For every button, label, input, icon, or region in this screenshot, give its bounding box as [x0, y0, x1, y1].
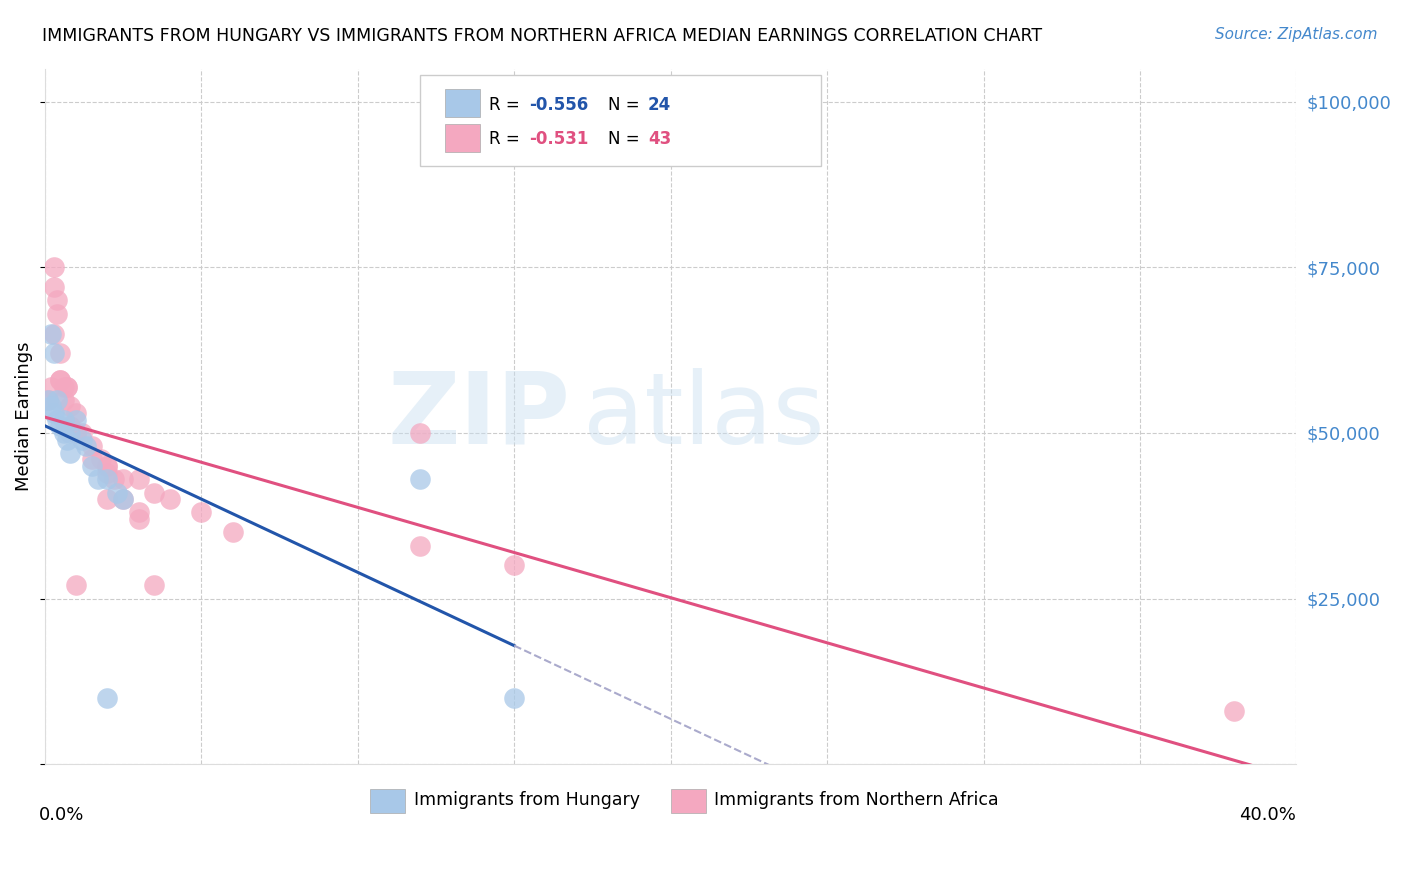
Text: N =: N =	[607, 130, 645, 148]
Point	[46, 413, 69, 427]
Point	[80, 459, 103, 474]
Point	[52, 379, 75, 393]
Point	[49, 373, 72, 387]
FancyBboxPatch shape	[671, 789, 706, 813]
Text: 24: 24	[648, 95, 671, 113]
Point	[96, 492, 118, 507]
Point	[96, 459, 118, 474]
Text: -0.556: -0.556	[529, 95, 589, 113]
Point	[128, 512, 150, 526]
Point	[55, 433, 77, 447]
Point	[65, 425, 87, 440]
Point	[105, 485, 128, 500]
Point	[37, 392, 59, 407]
Point	[52, 413, 75, 427]
Text: atlas: atlas	[583, 368, 825, 465]
Point	[65, 413, 87, 427]
Point	[37, 392, 59, 407]
Text: Source: ZipAtlas.com: Source: ZipAtlas.com	[1215, 27, 1378, 42]
Point	[1223, 704, 1246, 718]
Point	[503, 691, 526, 706]
Point	[90, 452, 112, 467]
Point	[143, 578, 166, 592]
Point	[221, 525, 243, 540]
Point	[72, 433, 94, 447]
Text: Immigrants from Northern Africa: Immigrants from Northern Africa	[714, 791, 1000, 809]
Point	[96, 472, 118, 486]
Point	[409, 472, 432, 486]
Point	[39, 400, 62, 414]
Point	[65, 425, 87, 440]
Point	[503, 558, 526, 573]
Point	[112, 492, 135, 507]
Point	[87, 472, 110, 486]
Point	[65, 406, 87, 420]
Point	[59, 446, 82, 460]
Point	[96, 459, 118, 474]
Point	[52, 425, 75, 440]
Point	[44, 326, 66, 341]
Point	[44, 346, 66, 360]
Point	[128, 506, 150, 520]
Text: -0.531: -0.531	[529, 130, 589, 148]
Text: 0.0%: 0.0%	[38, 806, 84, 824]
Text: 40.0%: 40.0%	[1240, 806, 1296, 824]
Point	[49, 373, 72, 387]
Text: N =: N =	[607, 95, 645, 113]
FancyBboxPatch shape	[446, 124, 481, 152]
Point	[59, 400, 82, 414]
Point	[59, 425, 82, 440]
Point	[65, 578, 87, 592]
Text: ZIP: ZIP	[388, 368, 571, 465]
Point	[44, 260, 66, 275]
Point	[46, 392, 69, 407]
FancyBboxPatch shape	[420, 76, 821, 166]
Point	[72, 425, 94, 440]
Text: 43: 43	[648, 130, 671, 148]
Point	[52, 392, 75, 407]
Point	[103, 472, 125, 486]
Point	[112, 472, 135, 486]
Point	[96, 466, 118, 480]
Point	[128, 472, 150, 486]
Point	[44, 406, 66, 420]
Text: Immigrants from Hungary: Immigrants from Hungary	[413, 791, 640, 809]
Point	[409, 539, 432, 553]
Point	[44, 280, 66, 294]
Point	[75, 439, 97, 453]
Point	[39, 326, 62, 341]
Point	[80, 452, 103, 467]
FancyBboxPatch shape	[370, 789, 405, 813]
Point	[49, 346, 72, 360]
Point	[55, 379, 77, 393]
Point	[49, 419, 72, 434]
Point	[39, 379, 62, 393]
Point	[46, 307, 69, 321]
Point	[143, 485, 166, 500]
Text: R =: R =	[489, 95, 524, 113]
Point	[112, 492, 135, 507]
Point	[190, 506, 212, 520]
Point	[159, 492, 181, 507]
Point	[80, 439, 103, 453]
Point	[96, 691, 118, 706]
Text: R =: R =	[489, 130, 524, 148]
Point	[55, 379, 77, 393]
Text: IMMIGRANTS FROM HUNGARY VS IMMIGRANTS FROM NORTHERN AFRICA MEDIAN EARNINGS CORRE: IMMIGRANTS FROM HUNGARY VS IMMIGRANTS FR…	[42, 27, 1042, 45]
Point	[409, 425, 432, 440]
FancyBboxPatch shape	[446, 89, 481, 117]
Y-axis label: Median Earnings: Median Earnings	[15, 342, 32, 491]
Point	[46, 293, 69, 308]
Point	[59, 419, 82, 434]
